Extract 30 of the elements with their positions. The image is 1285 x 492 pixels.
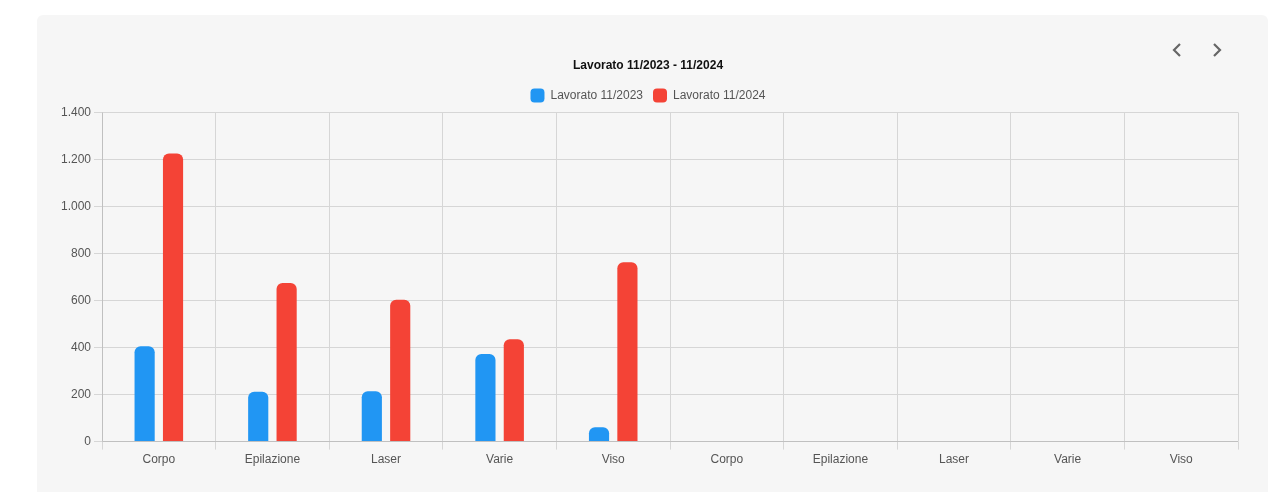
bar [162,153,184,442]
bar [248,391,269,442]
legend-label: Lavorato 11/2023 [550,87,644,102]
x-tick-label: Epilazione [244,452,301,467]
x-tick-label: Viso [601,452,626,467]
y-tick-label: 800 [71,245,92,260]
chart-title: Lavorato 11/2023 - 11/2024 [572,57,724,72]
x-tick-label: Varie [486,452,514,467]
bar [361,391,382,442]
y-tick-label: 1.000 [61,198,92,213]
x-tick-label: Epilazione [812,452,869,467]
bar [134,346,155,442]
x-tick-label: Varie [1054,452,1082,467]
y-tick-label: 1.400 [61,104,92,119]
bar [617,262,638,442]
bar [475,353,496,442]
y-tick-label: 200 [71,386,92,401]
bar [276,283,297,442]
bar [390,299,411,442]
x-tick-label: Viso [1169,452,1194,467]
x-tick-label: Corpo [710,452,744,467]
x-tick-label: Corpo [142,452,176,467]
legend-label: Lavorato 11/2024 [673,87,766,102]
y-tick-label: 0 [84,433,92,448]
y-tick-label: 400 [71,339,92,354]
bar [503,339,524,442]
y-tick-label: 1.200 [61,151,92,166]
y-tick-label: 600 [71,292,92,307]
x-tick-label: Laser [371,452,402,467]
x-tick-label: Laser [938,452,970,467]
